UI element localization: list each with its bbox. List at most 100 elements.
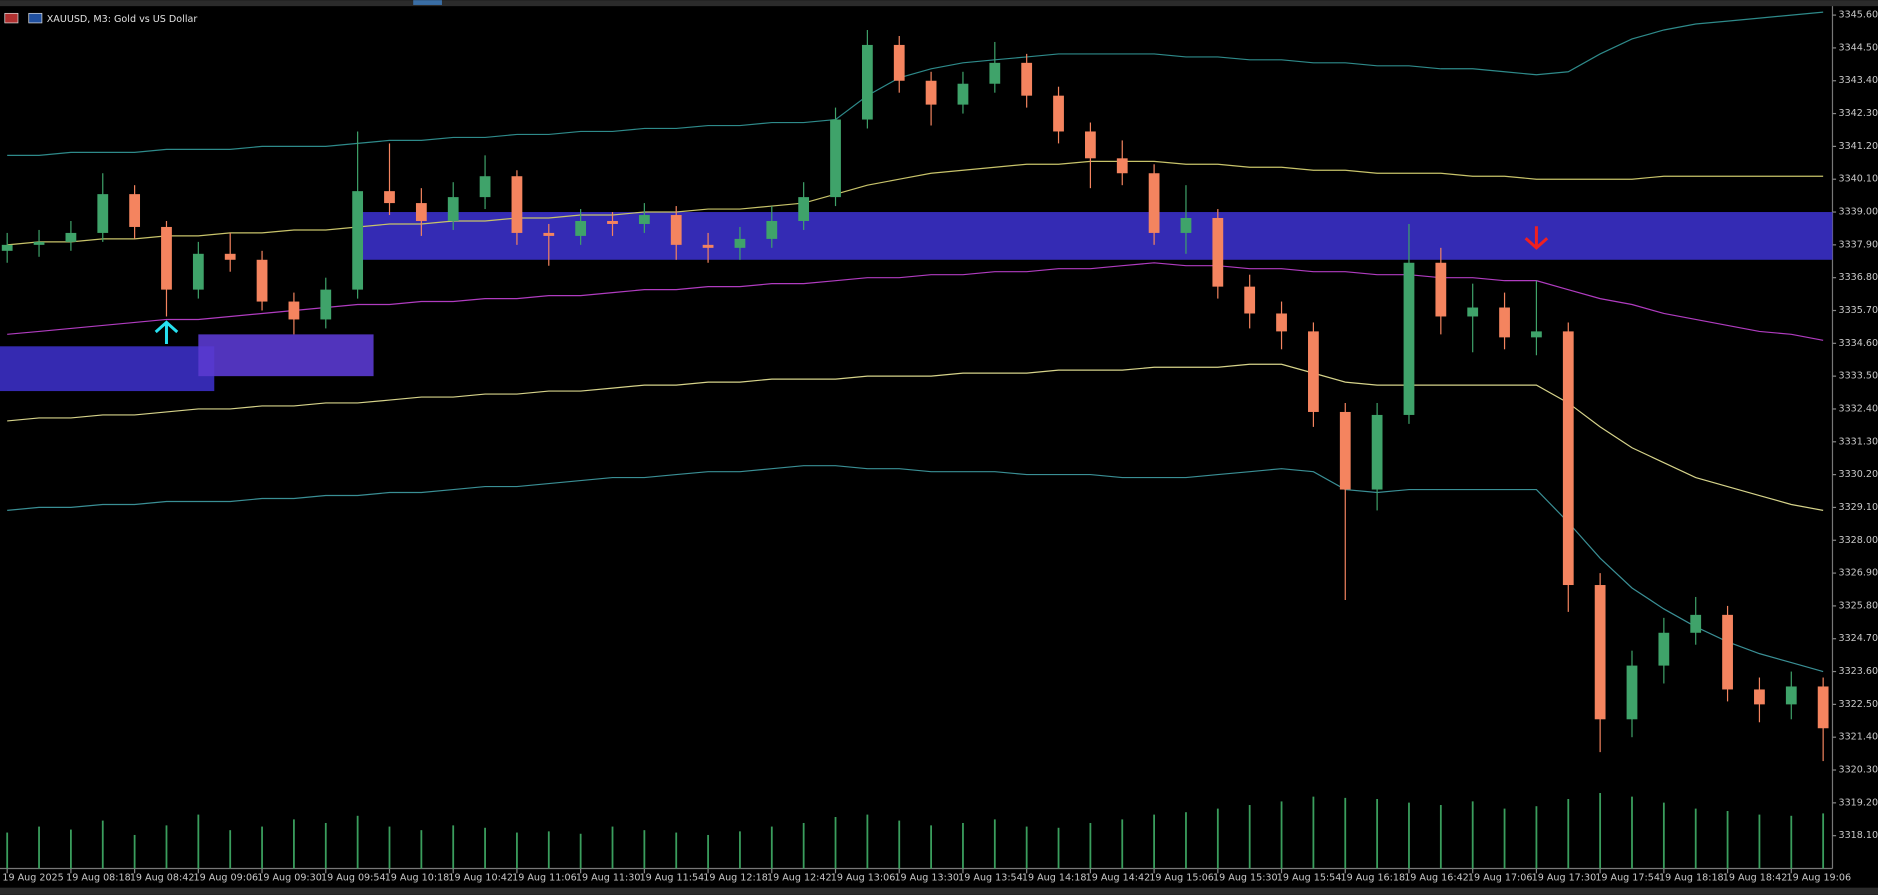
indicator-line [7, 11, 1824, 156]
candle-body [1435, 262, 1447, 317]
x-tick-label: 19 Aug 16:18 [1340, 873, 1405, 884]
y-tick-label: 3332.40 [1838, 403, 1878, 414]
y-tick-label: 3340.10 [1838, 174, 1878, 185]
y-tick-label: 3320.30 [1838, 765, 1878, 776]
indicator-line [7, 160, 1824, 246]
chart-icon[interactable] [28, 12, 43, 24]
x-tick-label: 19 Aug 15:06 [1149, 873, 1214, 884]
candle-body [607, 220, 618, 224]
candle-body [1531, 331, 1542, 338]
x-tick-label: 19 Aug 13:54 [958, 873, 1023, 884]
y-tick-label: 3344.50 [1838, 42, 1878, 53]
candle-body [352, 191, 364, 290]
candle-body [1722, 614, 1733, 690]
candle-body [1817, 686, 1829, 729]
candle-body [1021, 62, 1033, 96]
candle-body [575, 220, 587, 236]
signal-arrow [154, 320, 179, 344]
candle-body [1658, 632, 1670, 666]
x-tick-label: 19 Aug 08:42 [130, 873, 195, 884]
tab[interactable] [413, 0, 442, 5]
y-tick-label: 3337.90 [1838, 239, 1878, 250]
menu-icon[interactable] [4, 12, 19, 24]
x-tick-label: 19 Aug 14:42 [1086, 873, 1151, 884]
candle-body [1339, 411, 1351, 490]
candle-body [288, 301, 300, 320]
price-zone [357, 212, 1833, 260]
y-tick-label: 3323.60 [1838, 666, 1878, 677]
x-tick-label: 19 Aug 2025 [2, 873, 63, 884]
candle-body [161, 226, 172, 290]
x-tick-label: 19 Aug 13:30 [894, 873, 959, 884]
y-tick-label: 3343.40 [1838, 75, 1878, 86]
y-tick-label: 3345.60 [1838, 10, 1878, 21]
candle-body [479, 176, 491, 198]
candle-body [320, 289, 332, 320]
candle-body [989, 62, 1001, 84]
x-tick-label: 19 Aug 18:42 [1723, 873, 1788, 884]
candle-body [1754, 689, 1765, 705]
candle-body [1053, 95, 1064, 132]
x-tick-label: 19 Aug 11:30 [576, 873, 641, 884]
y-tick-label: 3333.50 [1838, 371, 1878, 382]
x-tick-label: 19 Aug 16:42 [1404, 873, 1469, 884]
candle-body [893, 44, 905, 81]
y-tick-label: 3328.00 [1838, 535, 1878, 546]
candle-body [384, 191, 395, 204]
x-tick-label: 19 Aug 12:18 [703, 873, 768, 884]
x-tick-label: 19 Aug 15:30 [1213, 873, 1278, 884]
candle-body [129, 194, 141, 227]
candle-body [830, 119, 841, 198]
candle-body [670, 215, 682, 245]
candle-body [925, 80, 937, 105]
x-tick-label: 19 Aug 08:18 [66, 873, 131, 884]
y-tick-label: 3341.20 [1838, 141, 1878, 152]
candle-body [415, 203, 427, 221]
x-tick-label: 19 Aug 14:18 [1022, 873, 1087, 884]
zones [0, 212, 1833, 392]
candle-body [1371, 414, 1383, 490]
candle-body [511, 176, 523, 233]
candle-body [192, 253, 204, 290]
indicator-line [7, 262, 1824, 341]
candle-body [1276, 313, 1287, 332]
x-tick-label: 19 Aug 17:06 [1468, 873, 1533, 884]
candle-body [638, 215, 650, 224]
chart-title: XAUUSD, M3: Gold vs US Dollar [47, 14, 198, 25]
candle-body [766, 220, 778, 239]
y-tick-label: 3318.10 [1838, 830, 1878, 841]
x-tick-label: 19 Aug 15:54 [1277, 873, 1342, 884]
candle-body [1212, 218, 1224, 287]
axes: 3345.60 3344.50 3343.40 3342.30 3341.20 3340.… [2, 10, 1878, 884]
y-tick-label: 3326.90 [1838, 568, 1878, 579]
candle-body [33, 241, 45, 245]
y-tick-label: 3321.40 [1838, 732, 1878, 743]
candle-body [798, 197, 810, 221]
candle-body [1085, 131, 1096, 159]
candle-body [97, 194, 109, 233]
x-tick-label: 19 Aug 09:06 [194, 873, 259, 884]
candle-body [1690, 614, 1702, 633]
y-tick-label: 3342.30 [1838, 108, 1878, 119]
y-tick-label: 3322.50 [1838, 699, 1878, 710]
y-tick-label: 3325.80 [1838, 600, 1878, 611]
candle-body [1562, 331, 1574, 586]
candle-body [1116, 158, 1128, 174]
x-tick-label: 19 Aug 19:06 [1786, 873, 1851, 884]
candle-body [1626, 665, 1638, 720]
candle-body [543, 232, 555, 236]
y-tick-label: 3335.70 [1838, 305, 1878, 316]
x-tick-label: 19 Aug 10:18 [385, 873, 450, 884]
candle-body [702, 244, 714, 248]
candle-body [1148, 173, 1160, 233]
y-tick-label: 3329.10 [1838, 502, 1878, 513]
y-tick-label: 3330.20 [1838, 469, 1878, 480]
candle-body [1467, 307, 1479, 317]
tab-bar [0, 0, 1878, 7]
x-tick-label: 19 Aug 09:30 [257, 873, 322, 884]
candle-body [734, 238, 746, 248]
price-zone [198, 334, 374, 377]
volumes [6, 793, 1825, 869]
indicator-line [7, 363, 1824, 511]
candle-body [1308, 331, 1319, 412]
